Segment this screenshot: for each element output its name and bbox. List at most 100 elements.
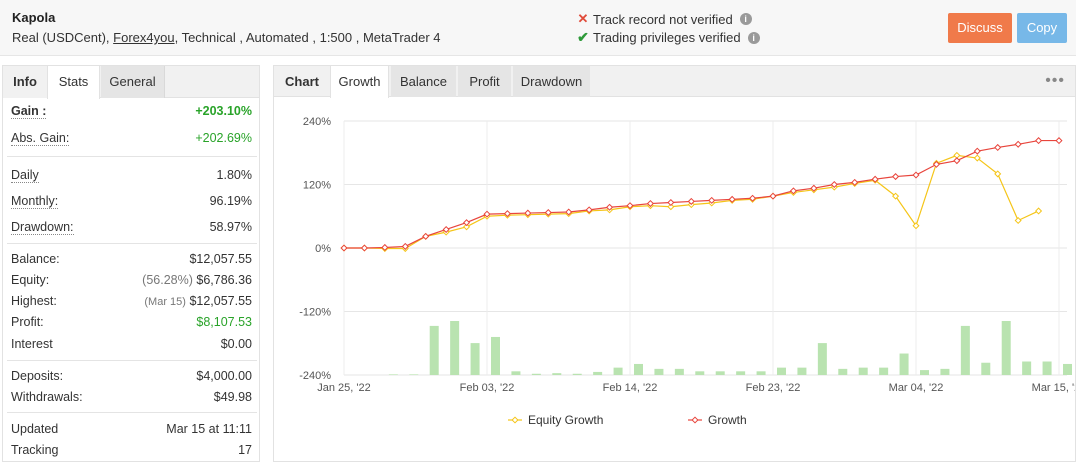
system-details: , Technical , Automated , 1:500 , MetaTr… xyxy=(174,30,441,45)
volume-bar xyxy=(470,343,480,375)
tab-growth[interactable]: Growth xyxy=(330,66,389,98)
updated-value: Mar 15 at 11:11 xyxy=(166,422,252,436)
x-tick-label: Mar 15, '22 xyxy=(1032,382,1075,394)
tab-chart[interactable]: Chart xyxy=(285,74,319,89)
volume-bar xyxy=(940,368,950,375)
equity-growth-point xyxy=(973,154,981,162)
equity-growth-point xyxy=(892,192,900,200)
volume-bar xyxy=(491,336,500,375)
growth-point xyxy=(973,147,981,155)
tab-drawdown[interactable]: Drawdown xyxy=(513,66,590,97)
growth-point xyxy=(728,195,736,203)
discuss-button[interactable]: Discuss xyxy=(948,13,1012,43)
volume-bar xyxy=(429,325,439,375)
abs-gain-label[interactable]: Abs. Gain: xyxy=(11,131,70,146)
growth-point xyxy=(401,242,409,250)
interest-value: $0.00 xyxy=(220,337,252,351)
trading-privileges-text: Trading privileges verified xyxy=(593,30,741,45)
growth-point xyxy=(340,244,348,252)
equity-percent: (56.28%) xyxy=(142,273,193,287)
growth-point xyxy=(667,198,675,207)
balance-value: $12,057.55 xyxy=(189,252,252,266)
legend-growth-marker xyxy=(691,416,699,424)
growth-point xyxy=(646,200,654,208)
divider xyxy=(7,243,257,244)
track-record-text: Track record not verified xyxy=(593,11,733,27)
growth-point xyxy=(708,196,716,204)
x-tick-label: Jan 25, '22 xyxy=(317,382,370,394)
volume-bar xyxy=(1022,361,1032,375)
equity-growth-point xyxy=(1014,216,1022,225)
chart-panel: Chart Growth Balance Profit Drawdown •••… xyxy=(273,65,1076,462)
volume-bar xyxy=(674,368,684,375)
highest-label: Highest: xyxy=(11,294,57,308)
divider xyxy=(7,360,257,361)
growth-point xyxy=(442,225,450,234)
tab-stats[interactable]: Stats xyxy=(47,66,100,99)
growth-point xyxy=(789,187,797,195)
volume-bar xyxy=(981,362,991,375)
volume-bar xyxy=(634,363,643,375)
volume-bar xyxy=(858,367,868,375)
info-icon[interactable]: i xyxy=(739,13,752,25)
growth-point xyxy=(769,192,777,200)
volume-bar xyxy=(593,371,603,375)
tracking-label: Tracking xyxy=(11,443,59,457)
daily-label[interactable]: Daily xyxy=(11,168,39,183)
y-tick-label: 240% xyxy=(303,116,331,128)
volume-bar xyxy=(756,371,766,375)
drawdown-value: 58.97% xyxy=(209,220,252,234)
deposits-value: $4,000.00 xyxy=(196,369,252,383)
volume-bar xyxy=(960,325,970,375)
volume-bar xyxy=(613,367,623,375)
volume-bar xyxy=(879,367,889,375)
equity-label: Equity: xyxy=(11,273,50,287)
volume-bar xyxy=(899,353,909,375)
profit-label: Profit: xyxy=(11,315,44,329)
tab-general[interactable]: General xyxy=(101,66,165,98)
volume-bar xyxy=(715,371,725,375)
monthly-value: 96.19% xyxy=(209,194,252,208)
broker-link[interactable]: Forex4you xyxy=(113,30,175,45)
daily-value: 1.80% xyxy=(216,168,252,182)
equity-growth-point xyxy=(1035,207,1043,215)
tab-profit[interactable]: Profit xyxy=(458,66,511,97)
growth-point xyxy=(932,160,940,168)
trading-privileges-status: ✔ Trading privileges verified i xyxy=(577,29,760,46)
account-type: Real (USDCent), xyxy=(12,30,110,45)
x-tick-label: Mar 04, '22 xyxy=(889,382,944,394)
volume-bar xyxy=(777,367,786,375)
deposits-label: Deposits: xyxy=(11,369,64,383)
x-tick-label: Feb 03, '22 xyxy=(460,382,515,394)
abs-gain-value: +202.69% xyxy=(195,131,252,145)
growth-point xyxy=(544,209,552,217)
y-tick-label: -240% xyxy=(299,370,331,382)
ellipsis-icon[interactable]: ••• xyxy=(1045,72,1065,89)
y-tick-label: 0% xyxy=(315,243,331,255)
divider xyxy=(7,412,257,413)
growth-point xyxy=(585,206,593,214)
volume-bar xyxy=(450,321,460,375)
checkmark-icon: ✔ xyxy=(577,29,589,45)
interest-label: Interest xyxy=(11,337,53,351)
tab-info[interactable]: Info xyxy=(3,66,47,98)
drawdown-label[interactable]: Drawdown: xyxy=(11,220,74,235)
equity-growth-point xyxy=(667,203,675,211)
equity-growth-point xyxy=(912,222,920,230)
monthly-label[interactable]: Monthly: xyxy=(11,194,59,209)
growth-point xyxy=(851,178,859,186)
growth-point xyxy=(1014,140,1022,148)
info-icon[interactable]: i xyxy=(747,31,760,44)
profit-value: $8,107.53 xyxy=(196,315,252,329)
growth-point xyxy=(830,180,838,189)
copy-button[interactable]: Copy xyxy=(1017,13,1067,43)
equity-growth-point xyxy=(994,170,1002,178)
highest-value: $12,057.55 xyxy=(189,294,252,308)
tab-balance[interactable]: Balance xyxy=(391,66,456,97)
volume-bar xyxy=(817,343,827,375)
growth-point xyxy=(994,143,1002,151)
volume-bar xyxy=(654,368,664,375)
growth-point xyxy=(463,219,471,227)
gain-value: +203.10% xyxy=(195,104,252,118)
gain-label[interactable]: Gain : xyxy=(11,104,47,119)
